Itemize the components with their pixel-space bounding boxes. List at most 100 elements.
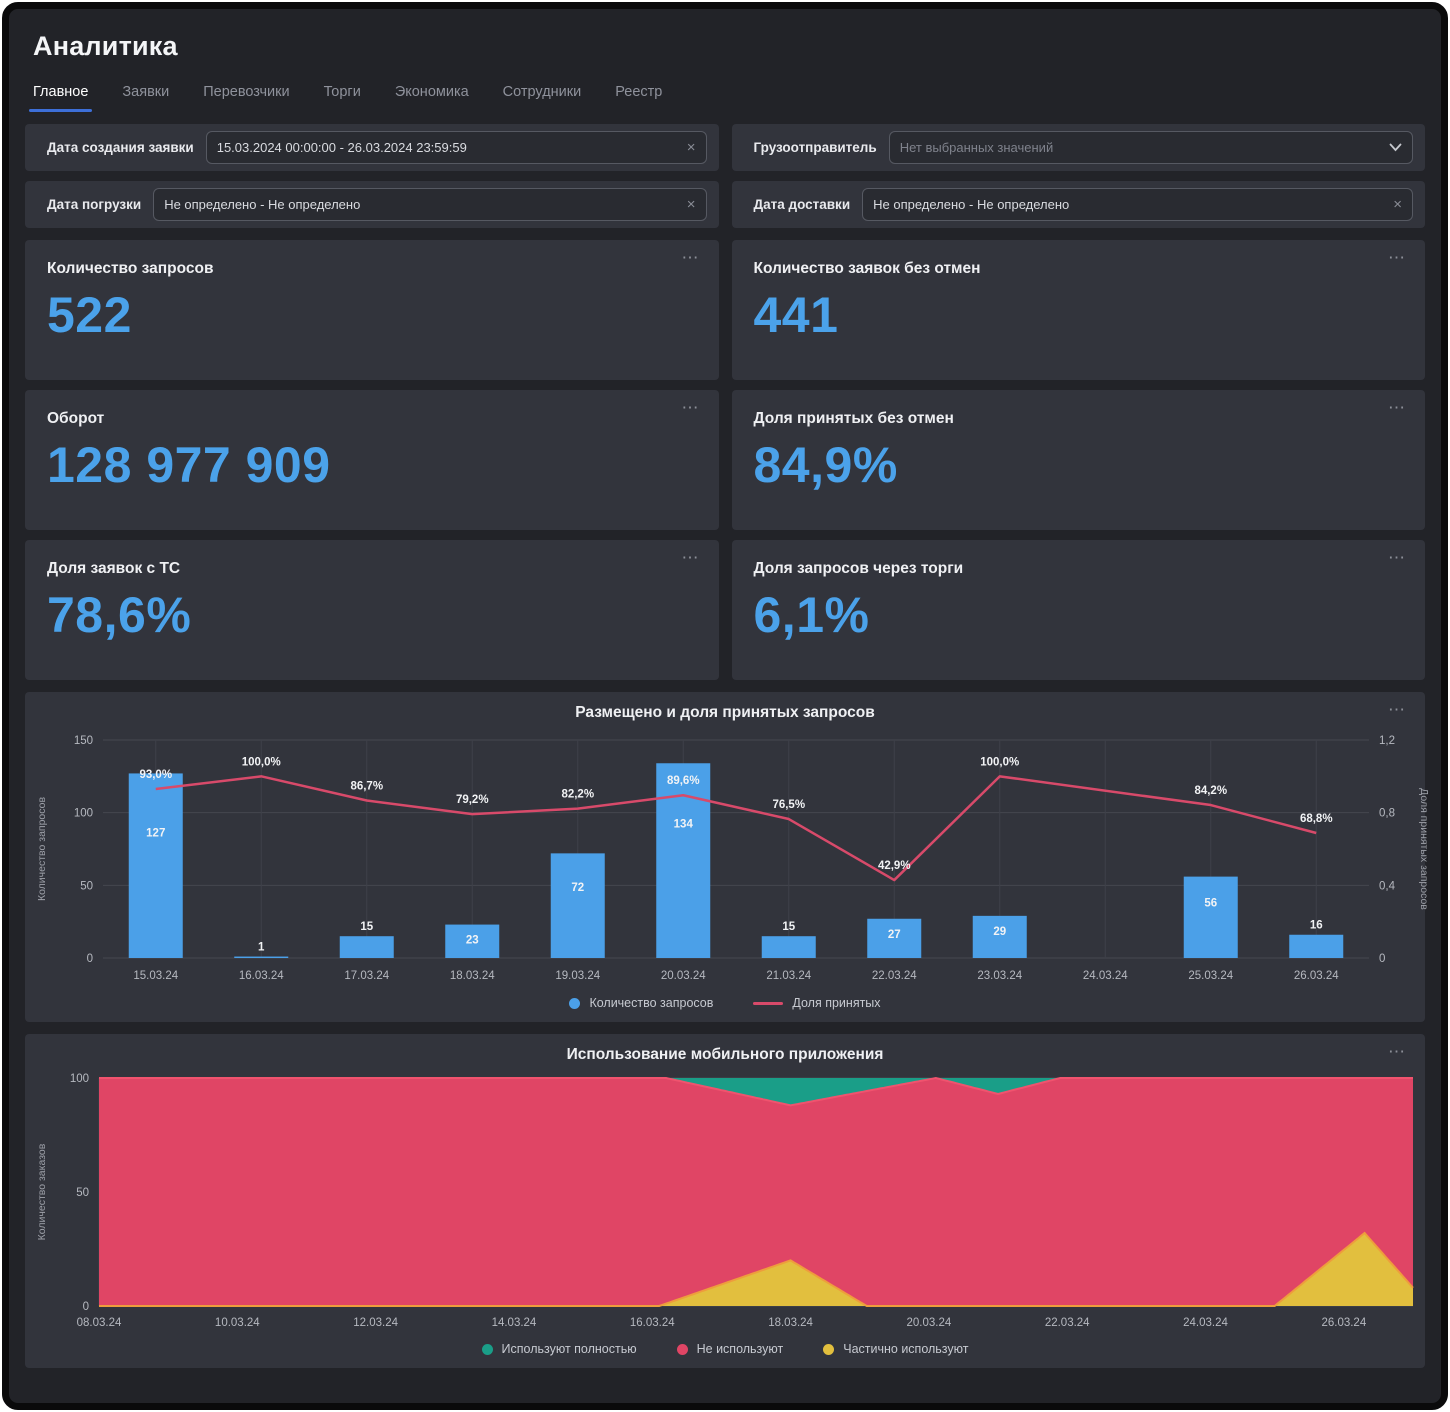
bar[interactable] [445,924,500,958]
non-users-edge-line [99,1076,1413,1107]
bar[interactable] [656,763,711,958]
right-axis-title: Доля принятых запросов [1418,788,1429,910]
legend-label: Частично используют [843,1342,969,1356]
delivery-date-input[interactable]: Не определено - Не определено × [862,188,1413,221]
bar[interactable] [761,936,816,958]
bar[interactable] [867,918,922,958]
more-options-icon[interactable]: ⋯ [678,544,705,572]
kpi-title: Доля заявок с ТС [47,560,181,577]
kpi-value: 6,1% [753,587,870,643]
area-full-users[interactable] [99,1078,1413,1106]
tab-main[interactable]: Главное [28,84,93,112]
bar[interactable] [1183,876,1238,958]
line-value-label: 84,2% [1194,785,1227,797]
bar-value-label: 16 [1310,920,1323,932]
legend-dot-icon [481,1343,493,1355]
legend-item[interactable]: Используют полностью [481,1342,637,1356]
mobile-usage-area-chart[interactable]: 0 50 100 08.03.24 10.03.24 12.03.24 14.03.24 16… [25,1066,1429,1338]
line-value-label: 100,0% [242,756,281,768]
area-non-users[interactable] [99,1078,1413,1306]
bar-value-label: 1 [258,942,265,954]
tab-employees[interactable]: Сотрудники [502,84,582,100]
loading-date-input[interactable]: Не определено - Не определено × [153,188,707,221]
y-axis-tick-label: 50 [76,1187,89,1199]
bar[interactable] [339,936,394,958]
x-axis-tick-label: 12.03.24 [353,1317,398,1329]
shipper-select[interactable]: Нет выбранных значений [888,131,1413,164]
line-value-label: 79,2% [456,794,489,806]
bar-value-label: 127 [146,827,165,839]
filter-creation-date: Дата создания заявки 15.03.2024 00:00:00… [25,124,719,171]
x-axis-tick-label: 16.03.24 [239,970,284,982]
more-options-icon[interactable]: ⋯ [1384,394,1411,422]
more-options-icon[interactable]: ⋯ [1384,244,1411,272]
line-value-label: 100,0% [980,756,1019,768]
kpi-value: 128 977 909 [47,437,331,493]
x-axis-tick-label: 26.03.24 [1294,970,1339,982]
tab-carriers[interactable]: Перевозчики [203,84,290,100]
filter-delivery-date-label: Дата доставки [753,197,851,212]
more-options-icon[interactable]: ⋯ [1384,1038,1411,1066]
clear-icon[interactable]: × [686,139,696,156]
legend-item[interactable]: Количество запросов [569,996,713,1010]
more-options-icon[interactable]: ⋯ [678,394,705,422]
bar[interactable] [128,773,183,958]
clear-icon[interactable]: × [686,196,696,213]
line-value-label: 86,7% [350,780,383,792]
x-axis-tick-label: 18.03.24 [450,970,495,982]
more-options-icon[interactable]: ⋯ [1384,696,1411,724]
legend-dot-icon [676,1343,688,1355]
bar[interactable] [550,853,605,958]
kpi-requests-count: ⋯ Количество запросов 522 [25,240,719,380]
line-value-label: 76,5% [772,799,805,811]
x-axis-tick-label: 10.03.24 [215,1317,260,1329]
x-axis-tick-label: 19.03.24 [555,970,600,982]
more-options-icon[interactable]: ⋯ [678,244,705,272]
bar[interactable] [972,915,1027,958]
kpi-title: Доля принятых без отмен [753,410,954,427]
left-axis-title: Количество запросов [36,797,48,902]
requests-bar-line-chart[interactable]: 0 0 50 0,4 100 0,8 150 1,2 15.03.24 16.03.24 17.03… [25,724,1429,992]
bar[interactable] [234,956,289,958]
area-partial-users[interactable] [99,1233,1413,1306]
more-options-icon[interactable]: ⋯ [1384,544,1411,572]
tab-economics[interactable]: Экономика [394,84,469,100]
y-axis-tick-label: 0 [83,1301,89,1313]
tab-registry[interactable]: Реестр [615,84,663,100]
x-axis-tick-label: 21.03.24 [766,970,811,982]
legend-label: Не используют [696,1342,784,1356]
tab-auctions[interactable]: Торги [323,84,361,100]
x-axis-tick-label: 24.03.24 [1183,1317,1228,1329]
x-axis-tick-label: 22.03.24 [1045,1317,1090,1329]
filter-shipper-label: Грузоотправитель [753,140,877,155]
filter-delivery-date: Дата доставки Не определено - Не определ… [731,181,1425,228]
kpi-accepted-share: ⋯ Доля принятых без отмен 84,9% [731,390,1425,530]
bar-value-label: 27 [888,929,901,941]
x-axis-tick-label: 23.03.24 [977,970,1022,982]
x-axis-tick-label: 24.03.24 [1083,970,1128,982]
chart-title: Размещено и доля принятых запросов [575,704,875,721]
tab-requests[interactable]: Заявки [122,84,170,100]
legend-item[interactable]: Не используют [676,1342,784,1356]
right-axis-tick-label: 0,8 [1379,808,1395,820]
mobile-usage-chart-svg: 0 50 100 08.03.24 10.03.24 12.03.24 14.03.24 16… [36,1073,1414,1329]
bar-value-label: 56 [1204,898,1217,910]
bar[interactable] [1289,934,1344,958]
clear-icon[interactable]: × [1393,196,1402,213]
kpi-value: 522 [47,287,132,343]
kpi-title: Количество запросов [47,260,214,277]
y-axis-title: Количество заказов [36,1143,48,1240]
x-axis-tick-label: 18.03.24 [768,1317,813,1329]
x-axis-tick-label: 22.03.24 [872,970,917,982]
creation-date-input[interactable]: 15.03.2024 00:00:00 - 26.03.2024 23:59:5… [205,131,707,164]
kpi-section: ⋯ Количество запросов 522 ⋯ Количество з… [25,240,1425,680]
shipper-value: Нет выбранных значений [899,140,1054,155]
legend-item[interactable]: Частично используют [823,1342,968,1356]
kpi-value: 78,6% [47,587,192,643]
accepted-share-line[interactable] [155,775,1317,882]
filters-section: Дата создания заявки 15.03.2024 00:00:00… [25,124,1425,228]
legend-item[interactable]: Доля принятых [753,996,881,1010]
chevron-down-icon[interactable] [1389,143,1402,152]
bar-value-label: 15 [782,921,795,933]
filter-shipper: Грузоотправитель Нет выбранных значений [731,124,1425,171]
